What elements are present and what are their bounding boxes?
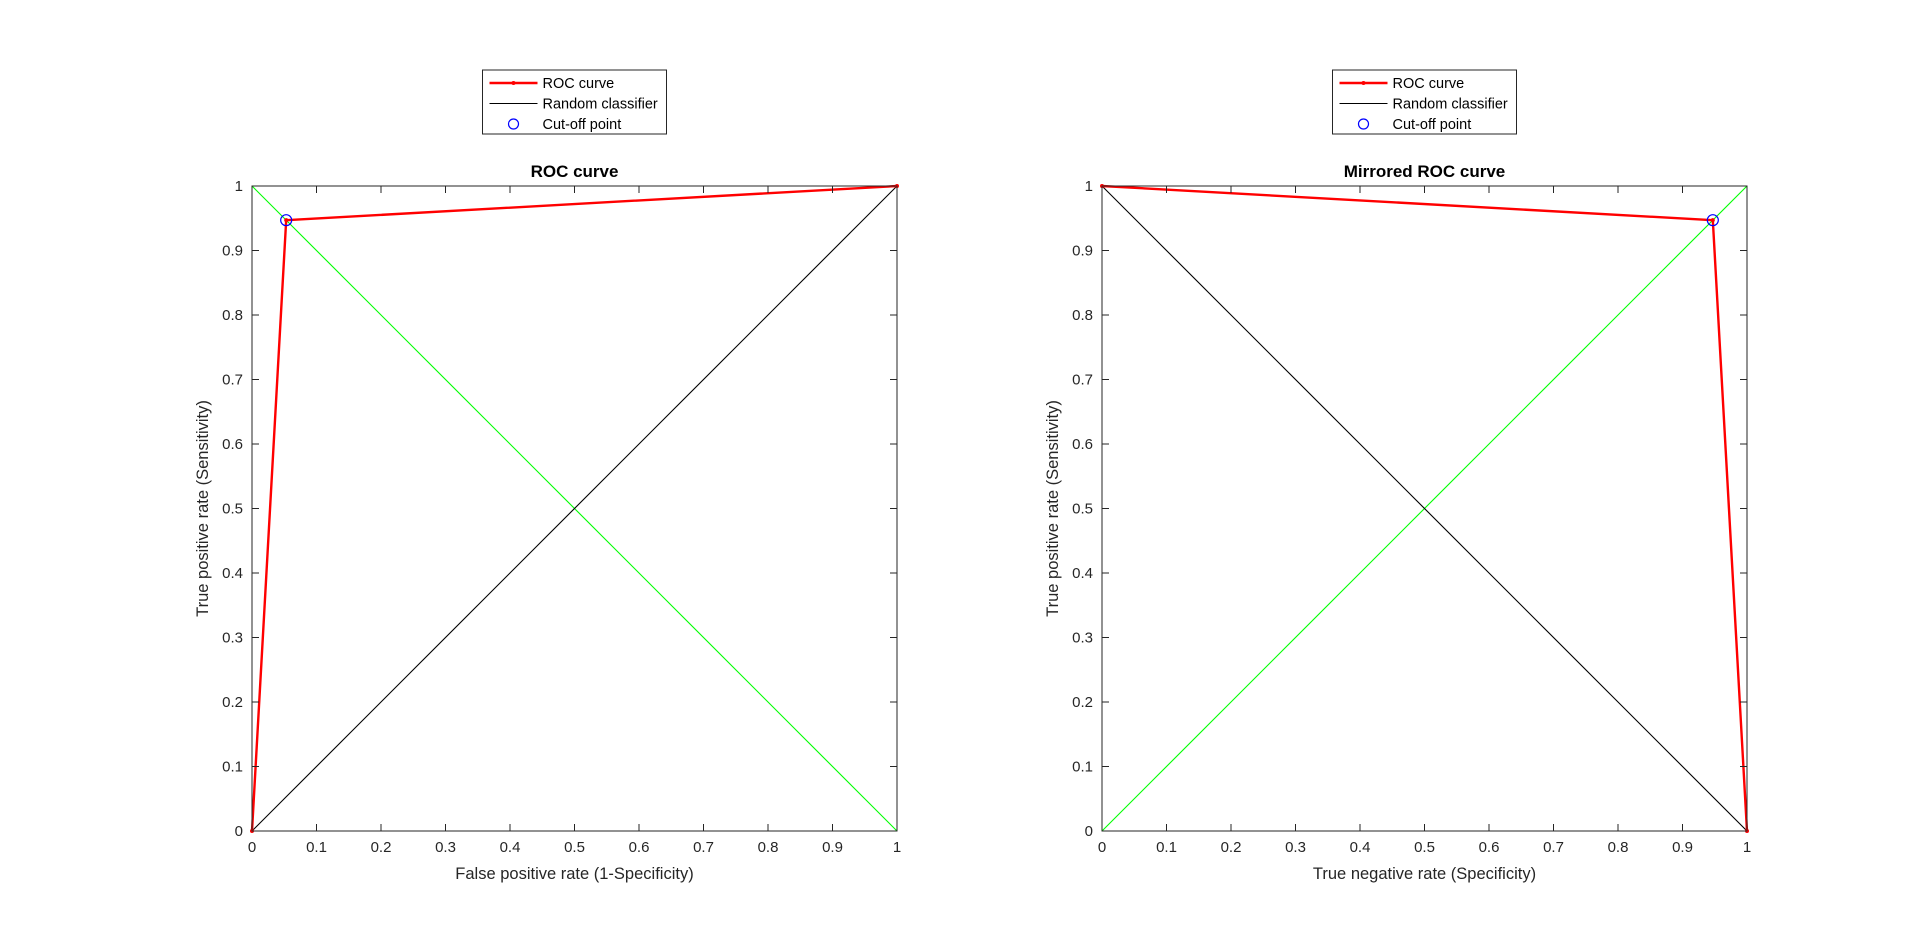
legend-line-point bbox=[1361, 81, 1366, 85]
y-tick-label: 0.2 bbox=[1072, 694, 1093, 711]
x-tick-label: 0.3 bbox=[435, 839, 456, 856]
y-tick-label: 0.5 bbox=[222, 501, 243, 518]
x-tick-label: 0.6 bbox=[629, 839, 650, 856]
x-tick-label: 0.1 bbox=[1156, 839, 1177, 856]
ticks-layer: 0 0.1 0.2 0.3 0.4 0.5 0.6 0.7 0.8 0.9 1 0 0.1 0.2 0.3 0… bbox=[222, 178, 901, 856]
x-tick-label: 0 bbox=[248, 839, 256, 856]
legend-label-roc-curve: ROC curve bbox=[1393, 76, 1465, 92]
x-tick-label: 0.4 bbox=[500, 839, 521, 856]
ticks-layer: 0 0.1 0.2 0.3 0.4 0.5 0.6 0.7 0.8 0.9 1 0 0.1 0.2 0.3 0… bbox=[1072, 178, 1751, 856]
y-tick-label: 1 bbox=[1085, 178, 1093, 195]
y-tick-label: 0.4 bbox=[1072, 565, 1093, 582]
series-layer bbox=[1100, 184, 1749, 833]
y-tick-label: 0.2 bbox=[222, 694, 243, 711]
x-tick-label: 0.8 bbox=[758, 839, 779, 856]
y-tick-label: 0.5 bbox=[1072, 501, 1093, 518]
legend: ROC curve Random classifier Cut-off poin… bbox=[1332, 69, 1517, 135]
y-tick-label: 0.9 bbox=[222, 243, 243, 260]
legend-label-cut-off-point: Cut-off point bbox=[1393, 117, 1472, 133]
roc-curve-point bbox=[284, 218, 289, 223]
y-tick-label: 0.8 bbox=[1072, 307, 1093, 324]
legend-swatch-cut-off-point bbox=[507, 118, 520, 130]
y-tick-label: 0.4 bbox=[222, 565, 243, 582]
legend-box bbox=[482, 69, 667, 135]
y-tick-label: 0.1 bbox=[222, 759, 243, 776]
x-tick-label: 0.3 bbox=[1285, 839, 1306, 856]
y-tick-label: 0.3 bbox=[222, 630, 243, 647]
y-tick-label: 0 bbox=[235, 823, 243, 840]
x-tick-label: 0.7 bbox=[693, 839, 714, 856]
random-classifier-line bbox=[1101, 185, 1748, 832]
x-axis-label: False positive rate (1-Specificity) bbox=[455, 865, 693, 883]
legend-line-point bbox=[511, 81, 516, 85]
legend-swatch-cut-off-point bbox=[1357, 118, 1370, 130]
x-tick-label: 0 bbox=[1098, 839, 1106, 856]
y-tick-label: 0.6 bbox=[222, 436, 243, 453]
cut-off-point-marker bbox=[1706, 214, 1719, 227]
legend-cut-off-point-marker bbox=[507, 118, 520, 130]
chart-title: ROC curve bbox=[531, 162, 619, 181]
legend-swatch-roc-curve bbox=[1339, 81, 1388, 85]
x-tick-label: 1 bbox=[1743, 839, 1751, 856]
y-tick-label: 0.8 bbox=[222, 307, 243, 324]
y-axis-label: True positive rate (Sensitivity) bbox=[194, 400, 212, 617]
x-tick-label: 0.6 bbox=[1479, 839, 1500, 856]
x-tick-label: 0.9 bbox=[1672, 839, 1693, 856]
roc-curve-point bbox=[1710, 218, 1715, 223]
series-layer bbox=[250, 184, 899, 833]
y-tick-label: 0.3 bbox=[1072, 630, 1093, 647]
chart-roc: ROC curve Random classifier Cut-off poin… bbox=[194, 69, 901, 883]
x-tick-label: 0.7 bbox=[1543, 839, 1564, 856]
y-tick-label: 0.7 bbox=[1072, 372, 1093, 389]
x-tick-label: 0.2 bbox=[371, 839, 392, 856]
legend-label-random-classifier: Random classifier bbox=[543, 97, 658, 113]
chart-mirrored-roc: ROC curve Random classifier Cut-off poin… bbox=[1044, 69, 1751, 883]
legend: ROC curve Random classifier Cut-off poin… bbox=[482, 69, 667, 135]
legend-label-random-classifier: Random classifier bbox=[1393, 97, 1508, 113]
x-tick-label: 0.9 bbox=[822, 839, 843, 856]
y-axis-label: True positive rate (Sensitivity) bbox=[1044, 400, 1062, 617]
legend-box bbox=[1332, 69, 1517, 135]
x-tick-label: 1 bbox=[893, 839, 901, 856]
cut-off-point-marker bbox=[280, 214, 293, 227]
x-tick-label: 0.5 bbox=[1414, 839, 1435, 856]
y-tick-label: 0.1 bbox=[1072, 759, 1093, 776]
x-tick-label: 0.4 bbox=[1350, 839, 1371, 856]
y-tick-label: 0.6 bbox=[1072, 436, 1093, 453]
legend-swatch-roc-curve bbox=[489, 81, 538, 85]
chart-title: Mirrored ROC curve bbox=[1344, 162, 1506, 181]
x-tick-label: 0.1 bbox=[306, 839, 327, 856]
y-tick-label: 0 bbox=[1085, 823, 1093, 840]
x-tick-label: 0.2 bbox=[1221, 839, 1242, 856]
legend-label-roc-curve: ROC curve bbox=[543, 76, 615, 92]
x-axis-label: True negative rate (Specificity) bbox=[1313, 865, 1536, 883]
y-tick-label: 0.7 bbox=[222, 372, 243, 389]
y-tick-label: 1 bbox=[235, 178, 243, 195]
x-tick-label: 0.8 bbox=[1608, 839, 1629, 856]
x-tick-label: 0.5 bbox=[564, 839, 585, 856]
legend-cut-off-point-marker bbox=[1357, 118, 1370, 130]
random-classifier-line bbox=[251, 185, 898, 832]
legend-label-cut-off-point: Cut-off point bbox=[543, 117, 622, 133]
y-tick-label: 0.9 bbox=[1072, 243, 1093, 260]
